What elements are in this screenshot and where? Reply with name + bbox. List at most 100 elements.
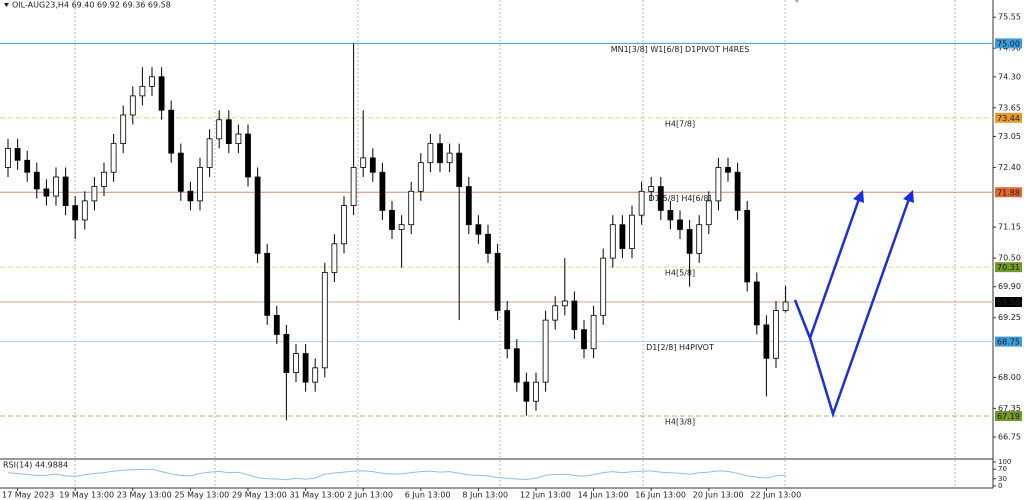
price-box <box>995 187 1022 198</box>
price-box-label: 69.58 <box>997 298 1020 307</box>
candle-body <box>149 76 155 87</box>
candle-body <box>206 138 213 168</box>
candle-body <box>734 171 741 211</box>
candle-body <box>321 272 328 369</box>
rsi-tick-label: 30 <box>998 475 1007 483</box>
candle-body <box>53 176 59 197</box>
candle-body <box>667 209 674 221</box>
candle-body <box>101 171 107 187</box>
chart-title: OIL-AUG23,H4 69.40 69.92 69.36 69.58 <box>12 1 171 10</box>
level-label: D1[5/8] H4[6/8] <box>648 194 711 203</box>
y-tick-label: 69.25 <box>998 313 1021 322</box>
candle-body <box>72 205 79 221</box>
candle-body <box>561 300 568 307</box>
rsi-label: RSI(14) 44.9884 <box>3 461 68 470</box>
y-tick-label: 67.35 <box>998 404 1021 413</box>
candle-body <box>465 186 472 226</box>
candle-body <box>369 157 376 173</box>
candle-body <box>120 114 127 145</box>
candle-body <box>379 171 386 211</box>
price-box-label: 73.44 <box>997 114 1020 123</box>
candle-body <box>533 381 539 402</box>
candle-body <box>571 300 578 331</box>
candle-body <box>14 147 21 161</box>
x-tick-label: 25 May 13:00 <box>174 491 229 500</box>
price-box <box>995 112 1022 123</box>
candle-body <box>389 209 395 230</box>
candle-body <box>753 281 760 326</box>
candle-body <box>5 147 11 168</box>
candle-body <box>254 176 261 254</box>
candle-body <box>552 305 559 321</box>
candle-body <box>129 95 136 116</box>
y-tick-label: 75.55 <box>998 13 1021 22</box>
level-label: MN1[3/8] W1[6/8] D1PIVOT H4RES <box>611 45 750 54</box>
candle-body <box>744 209 751 283</box>
candle-body <box>350 167 357 207</box>
level-label: H4[5/8] <box>665 269 695 278</box>
candle-body <box>408 190 415 226</box>
candle-body <box>312 367 319 383</box>
x-tick-label: 8 Jun 13:00 <box>462 491 508 500</box>
x-tick-label: 29 May 13:00 <box>232 491 287 500</box>
candle-body <box>360 157 367 168</box>
price-box <box>995 38 1022 49</box>
candle-body <box>581 329 587 350</box>
candle-body <box>398 224 405 230</box>
y-tick-label: 72.40 <box>998 163 1021 172</box>
projection-arrows <box>793 195 912 419</box>
candle-body <box>283 334 290 374</box>
candle-body <box>24 159 31 173</box>
candle-body <box>485 233 491 254</box>
x-tick-label: 19 May 13:00 <box>59 491 114 500</box>
price-box <box>995 336 1022 347</box>
price-box-label: 71.88 <box>997 188 1020 197</box>
vertical-grid <box>74 0 956 488</box>
x-tick-label: 2 Jun 13:00 <box>347 491 393 500</box>
candle-body <box>110 143 117 173</box>
price-box <box>995 411 1022 422</box>
level-label: H4[3/8] <box>665 418 695 427</box>
arrow-heads <box>853 190 914 203</box>
candle-body <box>590 314 597 350</box>
y-tick-label: 70.50 <box>998 254 1021 263</box>
candle-body <box>417 162 424 192</box>
candle-body <box>43 188 50 197</box>
level-label: H4[7/8] <box>665 119 695 128</box>
candle-body <box>504 310 511 350</box>
candle-body <box>686 229 693 254</box>
x-tick-label: 12 Jun 13:00 <box>520 491 571 500</box>
scroll-marker <box>794 0 800 3</box>
menu-triangle <box>4 3 9 7</box>
candle-body <box>302 353 309 383</box>
candle-body <box>427 143 434 164</box>
candle-body <box>245 133 251 178</box>
y-tick-label: 69.90 <box>998 282 1021 291</box>
candle-body <box>542 319 549 383</box>
candle-body <box>619 224 626 249</box>
candle-body <box>437 143 443 164</box>
candle-body <box>629 214 635 249</box>
candle-body <box>158 76 165 111</box>
candle-body <box>782 301 789 311</box>
candle-body <box>33 171 40 190</box>
candle-body <box>187 190 194 202</box>
candle-body <box>715 167 722 202</box>
price-box <box>995 262 1022 273</box>
candle-body <box>81 200 88 221</box>
candle-body <box>773 310 779 359</box>
candle-body <box>494 252 501 311</box>
x-tick-label: 23 May 13:00 <box>117 491 172 500</box>
level-label: D1[2/8] H4PIVOT <box>646 343 714 352</box>
candle-body <box>235 133 242 145</box>
candle-body <box>293 353 299 374</box>
candle-body <box>446 152 453 164</box>
price-box-label: 75.00 <box>997 39 1020 48</box>
rsi-tick-label: 100 <box>998 458 1011 466</box>
x-tick-label: 20 Jun 13:00 <box>693 491 744 500</box>
y-tick-label: 74.30 <box>998 72 1021 81</box>
candle-body <box>725 167 731 173</box>
candle-body <box>264 252 271 316</box>
